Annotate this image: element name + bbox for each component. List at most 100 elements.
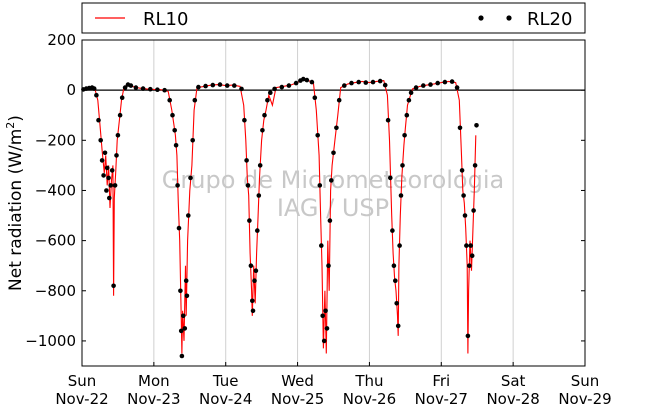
- series-rl20-point-77: [304, 77, 310, 83]
- series-rl20-point-74: [293, 80, 299, 86]
- series-rl20-point-41: [182, 326, 188, 331]
- series-rl20-point-49: [203, 83, 208, 89]
- series-rl20-point-54: [239, 86, 244, 92]
- series-rl20-point-64: [254, 228, 260, 233]
- y-tick-label-6: −1000: [25, 332, 76, 350]
- series-rl20-point-127: [467, 263, 472, 269]
- series-rl20-point-5: [94, 92, 99, 98]
- series-rl20-point-123: [461, 193, 466, 198]
- series-rl20-point-80: [315, 133, 321, 138]
- series-rl20-point-66: [257, 163, 263, 168]
- series-rl20-point-91: [334, 125, 339, 131]
- series-rl20-point-104: [393, 278, 398, 284]
- series-rl20-point-6: [96, 117, 101, 123]
- x-tick-date-0: Nov-22: [55, 390, 108, 408]
- series-rl20-point-84: [321, 338, 327, 344]
- series-rl20-point-8: [99, 158, 105, 163]
- series-rl20-point-117: [435, 80, 441, 86]
- series-rl20-point-76: [301, 76, 306, 82]
- series-rl20-point-42: [183, 278, 189, 284]
- series-rl20-point-106: [395, 323, 401, 329]
- series-rl20-point-21: [117, 112, 123, 118]
- series-rl20-point-20: [115, 133, 121, 138]
- series-rl20-point-112: [406, 97, 412, 103]
- series-rl20-point-69: [265, 97, 270, 103]
- x-tick-day-3: Wed: [281, 372, 314, 390]
- series-rl20-point-50: [210, 82, 216, 88]
- series-rl20-point-26: [133, 85, 139, 90]
- series-rl20-point-61: [250, 308, 256, 314]
- series-rl20-point-102: [390, 228, 395, 233]
- y-tick-label-3: −400: [35, 181, 76, 199]
- series-rl20-point-27: [140, 86, 146, 91]
- series-rl20-point-45: [188, 175, 193, 181]
- series-rl20-point-29: [155, 87, 160, 92]
- series-rl20-point-23: [122, 85, 128, 90]
- series-rl20-point-60: [250, 298, 255, 304]
- series-rl20-point-15: [108, 183, 113, 188]
- series-rl20-point-107: [397, 243, 402, 248]
- series-rl20-point-129: [469, 253, 475, 258]
- plot-frame: [81, 39, 586, 367]
- legend-marker-rl20-b: [506, 15, 512, 21]
- x-tick-day-7: Sun: [571, 372, 600, 390]
- series-rl20-point-33: [172, 128, 177, 133]
- series-rl20-point-115: [421, 83, 426, 88]
- series-rl20-point-124: [462, 213, 468, 218]
- series-rl20-point-17: [111, 283, 116, 289]
- series-rl20-point-92: [336, 97, 342, 103]
- series-rl20-point-96: [363, 80, 369, 85]
- series-rl20-point-14: [107, 195, 112, 201]
- series-rl20-point-65: [256, 193, 262, 198]
- series-rl20-point-131: [472, 163, 478, 168]
- series-rl20-point-120: [454, 85, 460, 90]
- series-rl20-point-101: [388, 175, 393, 181]
- series-rl20-point-105: [394, 301, 400, 306]
- y-axis-title-sup: 2: [4, 122, 17, 129]
- series-rl20-point-28: [148, 86, 153, 92]
- series-rl20-point-56: [244, 158, 249, 163]
- series-rl20-point-11: [104, 188, 109, 193]
- series-rl20-point-9: [101, 173, 106, 178]
- series-rl20-point-34: [173, 143, 179, 148]
- series-rl20-point-132: [474, 123, 479, 128]
- series-rl20-point-94: [349, 80, 354, 86]
- series-rl20-point-10: [102, 150, 108, 156]
- series-rl20-point-32: [170, 112, 175, 118]
- x-tick-date-7: Nov-29: [558, 390, 611, 408]
- series-rl20-point-114: [413, 85, 419, 90]
- series-rl20-point-40: [181, 313, 186, 319]
- series-rl20-point-48: [196, 84, 201, 90]
- y-tick-label-0: 200: [47, 31, 76, 49]
- legend-label-rl10: RL10: [143, 9, 188, 30]
- series-rl20-point-125: [464, 243, 469, 248]
- series-rl20-point-59: [248, 263, 254, 269]
- x-tick-date-5: Nov-27: [415, 390, 468, 408]
- series-rl20-point-118: [442, 79, 448, 85]
- x-tick-date-2: Nov-24: [199, 390, 252, 408]
- series-rl20-point-63: [253, 268, 259, 274]
- series-rl20-point-98: [377, 78, 383, 84]
- series-rl20-point-30: [162, 87, 167, 93]
- series-rl20-point-121: [457, 125, 463, 131]
- series-rl20-point-25: [128, 83, 134, 88]
- y-tick-label-1: 0: [66, 81, 76, 99]
- series-rl20-point-119: [449, 79, 455, 84]
- series-rl20-point-44: [186, 213, 191, 218]
- series-rl20-point-95: [356, 79, 362, 85]
- legend-box: [81, 2, 586, 34]
- series-rl20-point-103: [391, 263, 397, 269]
- series-rl20-point-97: [370, 79, 376, 85]
- series-rl20-point-93: [342, 83, 347, 88]
- series-rl20-point-87: [326, 263, 331, 269]
- series-rl20-point-109: [400, 163, 405, 168]
- legend: RL10 RL20: [81, 2, 586, 34]
- series-rl20-point-79: [312, 95, 318, 100]
- series-rl20-point-35: [175, 183, 180, 188]
- series-rl20-point-19: [114, 153, 119, 158]
- grid-lines: [153, 40, 514, 366]
- series-rl20-point-70: [268, 90, 273, 95]
- series-rl20-point-55: [242, 117, 247, 123]
- series-rl20-point-22: [119, 95, 125, 100]
